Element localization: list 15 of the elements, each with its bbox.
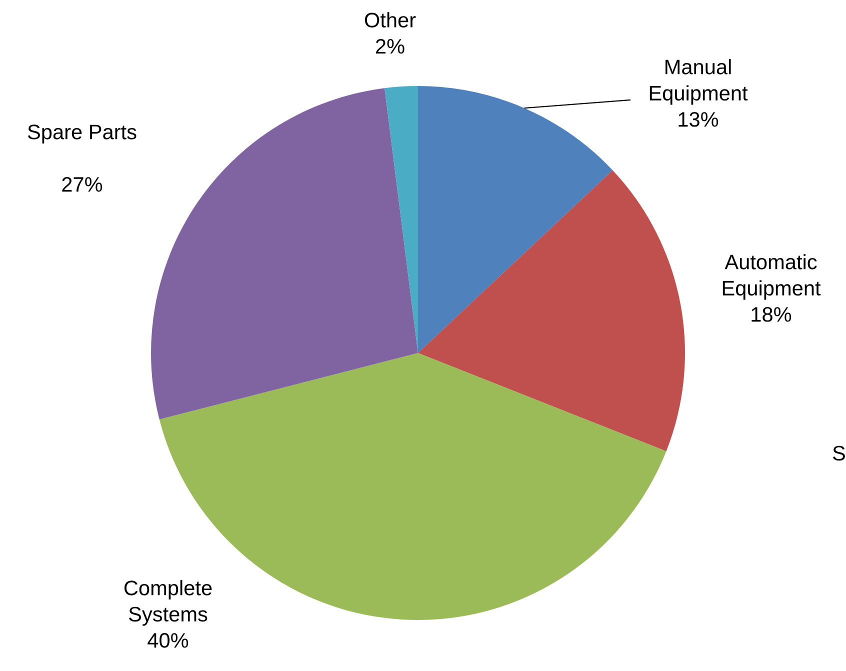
slice-label: Other xyxy=(364,12,416,28)
slice-label: Automatic Equipment xyxy=(722,254,821,300)
data-label: 27% xyxy=(62,177,102,192)
data-label: 18% xyxy=(752,307,792,322)
data-label: 40% xyxy=(148,633,188,648)
pie-slice xyxy=(418,86,613,353)
pie-slice xyxy=(418,170,685,452)
pie-slice xyxy=(384,86,418,353)
data-label: 2% xyxy=(376,38,404,54)
slice-label: Manual Equipment xyxy=(650,59,748,105)
slice-label: Spare Parts xyxy=(28,124,136,144)
slice-label: Complete Systems xyxy=(124,580,212,626)
pie-slice xyxy=(151,88,418,420)
text: S xyxy=(832,446,845,461)
data-label: 13% xyxy=(678,112,718,127)
